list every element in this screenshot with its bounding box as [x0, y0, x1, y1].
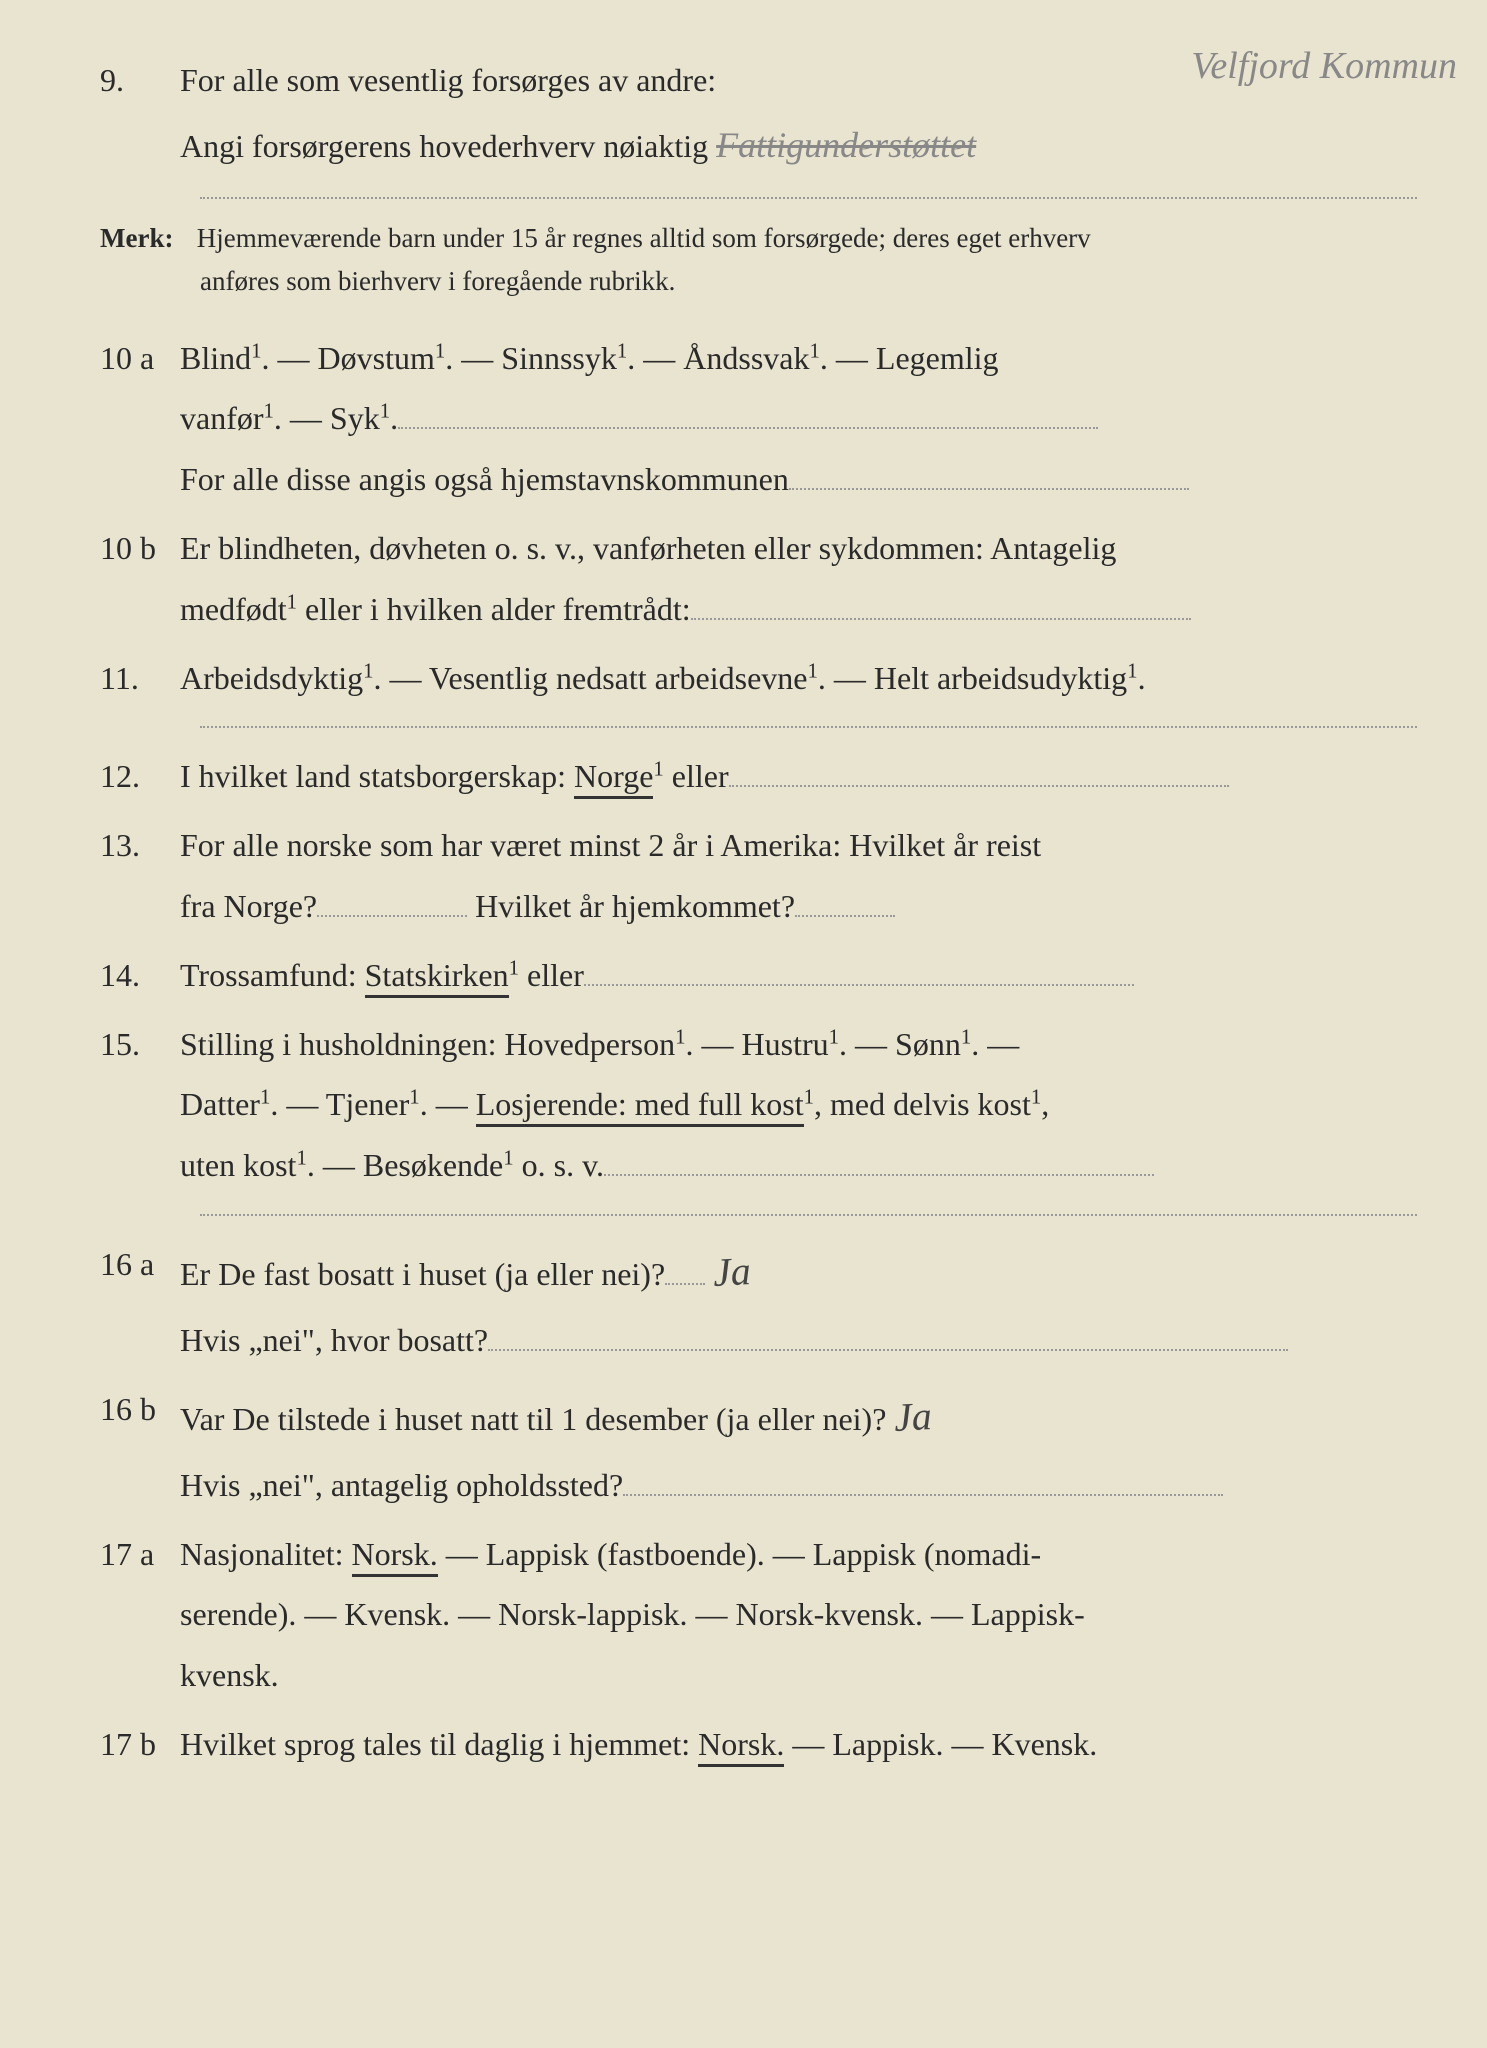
qnum-13: 13.: [100, 815, 180, 937]
merk-label: Merk:: [100, 217, 190, 260]
qnum-16a: 16 a: [100, 1234, 180, 1371]
qtext-10b: Er blindheten, døvheten o. s. v., vanfør…: [180, 518, 1417, 640]
qtext-17b: Hvilket sprog tales til daglig i hjemmet…: [180, 1714, 1417, 1775]
qnum-17a: 17 a: [100, 1524, 180, 1706]
qtext-10a: Blind1. — Døvstum1. — Sinnssyk1. — Åndss…: [180, 328, 1417, 510]
qnum-15: 15.: [100, 1014, 180, 1196]
qnum-16b: 16 b: [100, 1379, 180, 1516]
handwriting-top: Velfjord Kommun: [1191, 30, 1457, 102]
answer-16a: Ja: [711, 1233, 753, 1311]
handwriting-line2: Fattigunderstøttet: [716, 125, 976, 165]
qtext-13: For alle norske som har været minst 2 år…: [180, 815, 1417, 937]
question-17a: 17 a Nasjonalitet: Norsk. — Lappisk (fas…: [100, 1524, 1417, 1706]
merk-note: Merk: Hjemmeværende barn under 15 år reg…: [100, 217, 1417, 303]
answer-16b: Ja: [892, 1378, 934, 1456]
question-13: 13. For alle norske som har været minst …: [100, 815, 1417, 937]
question-12: 12. I hvilket land statsborgerskap: Norg…: [100, 746, 1417, 807]
question-11: 11. Arbeidsdyktig1. — Vesentlig nedsatt …: [100, 648, 1417, 709]
divider: [200, 726, 1417, 728]
qnum-17b: 17 b: [100, 1714, 180, 1775]
handwriting-line1: Velfjord Kommun: [1191, 30, 1457, 102]
qnum-12: 12.: [100, 746, 180, 807]
question-15: 15. Stilling i husholdningen: Hovedperso…: [100, 1014, 1417, 1196]
q9-line1: For alle som vesentlig forsørges av andr…: [180, 62, 716, 98]
qtext-15: Stilling i husholdningen: Hovedperson1. …: [180, 1014, 1417, 1196]
qtext-17a: Nasjonalitet: Norsk. — Lappisk (fastboen…: [180, 1524, 1417, 1706]
merk-text2: anføres som bierhverv i foregående rubri…: [200, 260, 1417, 303]
question-10b: 10 b Er blindheten, døvheten o. s. v., v…: [100, 518, 1417, 640]
merk-text1: Hjemmeværende barn under 15 år regnes al…: [197, 223, 1091, 253]
question-10a: 10 a Blind1. — Døvstum1. — Sinnssyk1. — …: [100, 328, 1417, 510]
question-16a: 16 a Er De fast bosatt i huset (ja eller…: [100, 1234, 1417, 1371]
qtext-16a: Er De fast bosatt i huset (ja eller nei)…: [180, 1234, 1417, 1371]
question-16b: 16 b Var De tilstede i huset natt til 1 …: [100, 1379, 1417, 1516]
qnum-14: 14.: [100, 945, 180, 1006]
qnum-9: 9.: [100, 50, 180, 179]
qnum-10b: 10 b: [100, 518, 180, 640]
q9-line2: Angi forsørgerens hovederhverv nøiaktig: [180, 128, 708, 164]
divider: [200, 1214, 1417, 1216]
qtext-14: Trossamfund: Statskirken1 eller: [180, 945, 1417, 1006]
question-17b: 17 b Hvilket sprog tales til daglig i hj…: [100, 1714, 1417, 1775]
qtext-11: Arbeidsdyktig1. — Vesentlig nedsatt arbe…: [180, 648, 1417, 709]
question-14: 14. Trossamfund: Statskirken1 eller: [100, 945, 1417, 1006]
qnum-11: 11.: [100, 648, 180, 709]
qtext-16b: Var De tilstede i huset natt til 1 desem…: [180, 1379, 1417, 1516]
divider: [200, 197, 1417, 199]
qtext-12: I hvilket land statsborgerskap: Norge1 e…: [180, 746, 1417, 807]
qnum-10a: 10 a: [100, 328, 180, 510]
